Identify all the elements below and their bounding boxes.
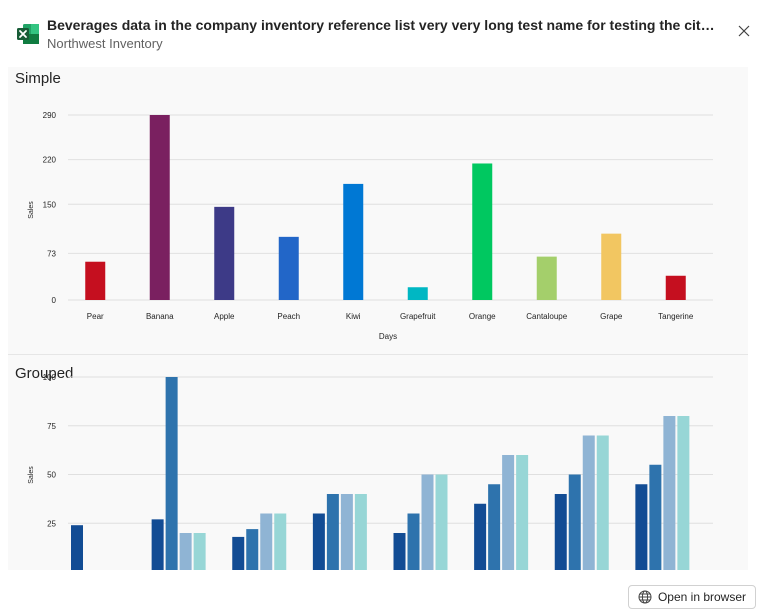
bar-group-7-series-3 — [582, 435, 595, 570]
y-tick-label: 25 — [47, 519, 56, 528]
excel-icon — [17, 24, 39, 44]
x-tick-label: Orange — [469, 312, 496, 321]
dialog-title: Beverages data in the company inventory … — [47, 17, 717, 33]
x-axis-label: Days — [379, 332, 397, 341]
x-tick-label: Banana — [146, 312, 174, 321]
bar-group-1-series-1 — [71, 525, 83, 570]
bar-group-8-series-2 — [649, 464, 662, 570]
bar-banana — [149, 115, 170, 300]
open-in-browser-label: Open in browser — [657, 590, 747, 604]
y-tick-label: 220 — [43, 156, 57, 165]
x-tick-label: Cantaloupe — [526, 312, 567, 321]
globe-icon — [638, 590, 652, 604]
x-tick-label: Tangerine — [658, 312, 694, 321]
bar-group-2-series-4 — [193, 533, 206, 570]
simple-bar-chart: 0 73 150 220 290 Pear Banana Apple Peach Kiwi Grap… — [28, 111, 713, 341]
y-axis-label: Sales — [28, 466, 35, 484]
y-axis-label: Sales — [28, 201, 35, 219]
bar-group-6-series-2 — [488, 484, 501, 570]
close-icon — [738, 25, 750, 37]
bar-group-6-series-4 — [516, 455, 529, 570]
x-tick-label: Grapefruit — [400, 312, 436, 321]
y-tick-label: 75 — [47, 422, 56, 431]
bar-apple — [214, 206, 235, 300]
x-tick-label: Apple — [214, 312, 235, 321]
bar-grapefruit — [407, 287, 428, 300]
bar-group-8-series-3 — [663, 416, 676, 570]
x-tick-label: Grape — [600, 312, 623, 321]
header: Beverages data in the company inventory … — [0, 0, 769, 62]
bar-group-6-series-1 — [474, 503, 487, 570]
close-button[interactable] — [734, 21, 754, 41]
chart-divider — [8, 354, 748, 355]
bar-tangerine — [665, 275, 686, 300]
y-tick-label: 0 — [52, 296, 57, 305]
bar-pear — [85, 261, 106, 300]
x-tick-label: Pear — [87, 312, 104, 321]
bar-group-4-series-4 — [354, 494, 367, 570]
bar-group-6-series-3 — [502, 455, 515, 570]
chart-title-grouped: Grouped — [15, 365, 74, 382]
bar-group-5-series-4 — [435, 474, 448, 570]
bar-group-8-series-1 — [635, 484, 648, 570]
x-tick-label: Peach — [277, 312, 300, 321]
y-tick-label: 50 — [47, 471, 56, 480]
bar-group-4-series-1 — [312, 513, 325, 570]
grouped-bar-chart: 25 50 75 100 Sales — [28, 373, 713, 570]
bar-group-7-series-4 — [596, 435, 609, 570]
bar-group-2-series-3 — [179, 533, 192, 570]
y-tick-label: 73 — [47, 249, 56, 258]
chart-title-simple: Simple — [15, 70, 61, 87]
bar-group-5-series-2 — [407, 513, 420, 570]
bar-group-5-series-3 — [421, 474, 434, 570]
bar-group-2-series-1 — [151, 519, 164, 570]
chart-scroll-area[interactable]: Simple 0 73 150 220 290 Pear Banana Apple Peach K… — [8, 67, 748, 570]
x-tick-label: Kiwi — [346, 312, 361, 321]
y-tick-label: 290 — [43, 111, 57, 120]
bar-group-5-series-1 — [393, 533, 406, 570]
bar-group-7-series-1 — [554, 494, 567, 570]
open-in-browser-button[interactable]: Open in browser — [628, 585, 756, 609]
y-tick-label: 150 — [43, 200, 57, 209]
bar-group-8-series-4 — [677, 416, 690, 570]
bar-orange — [472, 163, 493, 300]
bar-group-3-series-1 — [232, 536, 245, 570]
dialog-subtitle: Northwest Inventory — [47, 36, 163, 51]
bar-group-3-series-4 — [274, 513, 287, 570]
bar-group-7-series-2 — [568, 474, 581, 570]
bar-group-2-series-2 — [165, 377, 178, 570]
bar-grape — [601, 233, 622, 300]
bar-group-4-series-3 — [340, 494, 353, 570]
bar-group-3-series-2 — [246, 529, 259, 570]
bar-cantaloupe — [536, 256, 557, 300]
bar-peach — [278, 236, 299, 300]
bar-group-4-series-2 — [326, 494, 339, 570]
bar-kiwi — [343, 183, 364, 300]
bar-group-3-series-3 — [260, 513, 273, 570]
y-tick-label: 100 — [43, 373, 57, 382]
